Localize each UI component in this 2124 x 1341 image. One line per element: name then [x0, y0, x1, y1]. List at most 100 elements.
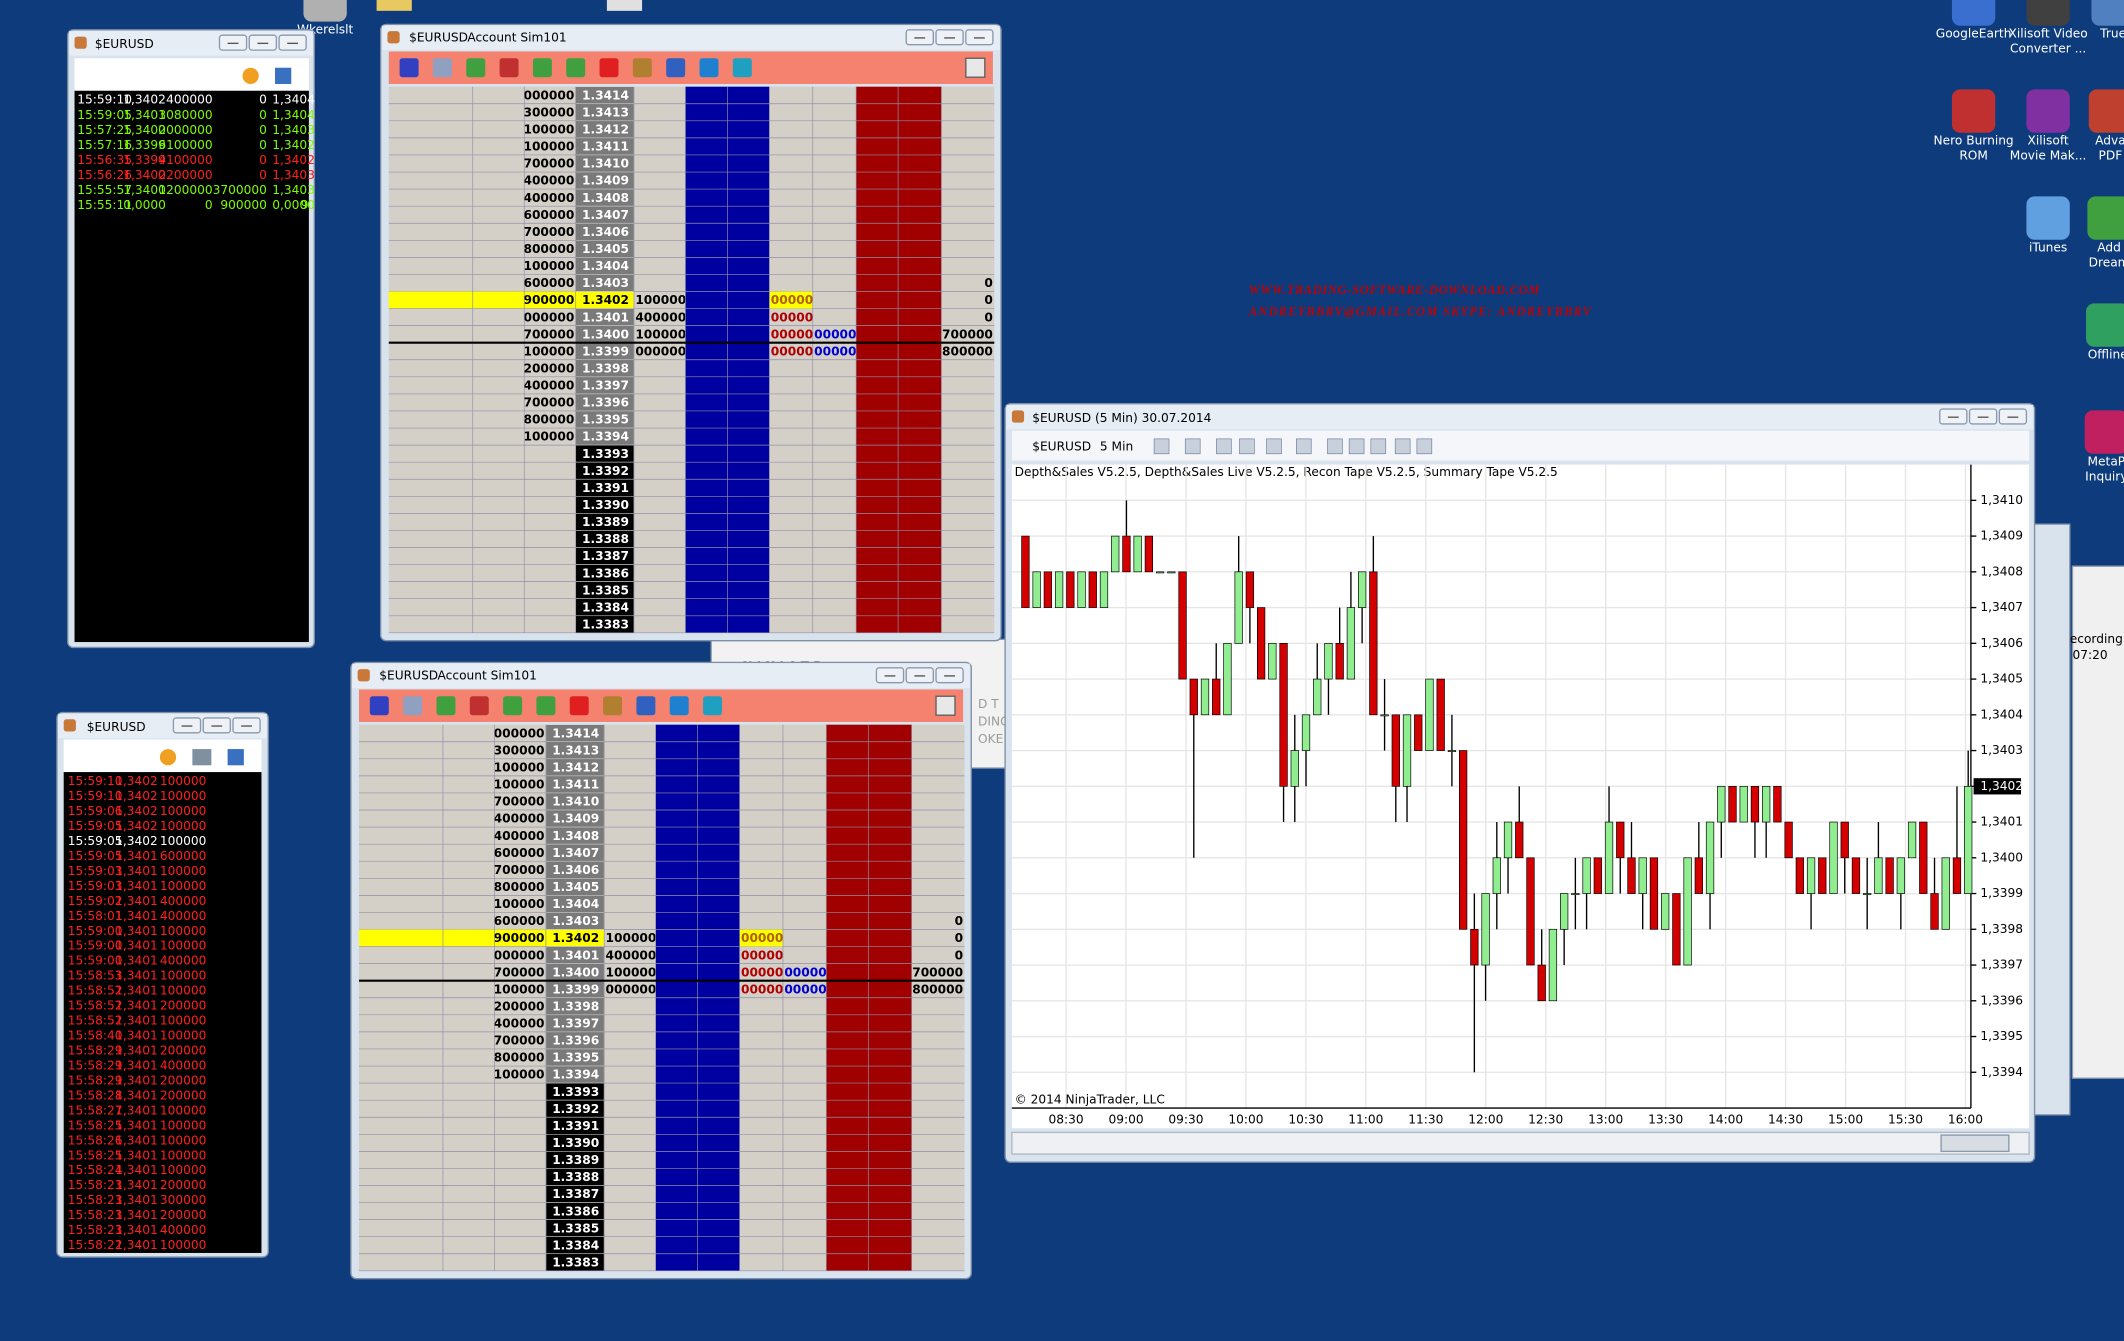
toolbar-button[interactable]: [503, 696, 523, 716]
toolbar-button[interactable]: [469, 696, 489, 716]
window-button[interactable]: [1998, 408, 2028, 425]
desktop-icon[interactable]: GoogleEarth: [1936, 0, 2012, 40]
toolbar-button[interactable]: [965, 57, 986, 78]
candle-body: [1436, 678, 1445, 751]
tape-cell: 1,3401: [115, 969, 158, 983]
toolbar-button[interactable]: [399, 58, 419, 78]
toolbar-button[interactable]: [1153, 438, 1170, 455]
x-tick-label: 13:30: [1648, 1113, 1683, 1127]
toolbar-button[interactable]: [935, 695, 956, 716]
icon-image: [2086, 303, 2124, 347]
candle-body: [1941, 857, 1950, 930]
price-label: 1.3401: [582, 310, 629, 324]
toolbar-button[interactable]: [1370, 438, 1387, 455]
toolbar-button[interactable]: [532, 58, 552, 78]
toolbar-icon[interactable]: [159, 749, 177, 766]
toolbar-button[interactable]: [1327, 438, 1343, 455]
close-button[interactable]: [965, 29, 994, 46]
desktop-icon[interactable]: iTunes: [2026, 196, 2070, 254]
toolbar-button[interactable]: [403, 696, 423, 716]
desktop-icon[interactable]: Offline: [2086, 303, 2124, 361]
scrollbar-thumb[interactable]: [1940, 1134, 2010, 1153]
tape-cell: 15:59:00: [68, 954, 123, 968]
scrollbar[interactable]: [1011, 1131, 2030, 1155]
candle-body: [1054, 571, 1064, 608]
close-button[interactable]: [232, 717, 261, 734]
toolbar-button[interactable]: [466, 58, 486, 78]
toolbar-button[interactable]: [1184, 438, 1201, 455]
order-size: 00000: [771, 344, 813, 358]
minimize-button[interactable]: [905, 29, 934, 46]
toolbar-button[interactable]: [699, 58, 719, 78]
icon-label: MetaP: [2088, 454, 2124, 468]
toolbar-button[interactable]: [603, 696, 623, 716]
window-button[interactable]: [1968, 408, 1998, 425]
toolbar-button[interactable]: [703, 696, 723, 716]
bid-size: 100000: [635, 293, 686, 307]
minimize-button[interactable]: [172, 717, 202, 734]
toolbar-button[interactable]: [1266, 438, 1282, 455]
tape-cell: 100000: [160, 984, 207, 998]
toolbar-button[interactable]: [632, 58, 652, 78]
ask-size: 000000: [494, 948, 545, 962]
tape-cell: 1,3402: [115, 834, 158, 848]
window-button[interactable]: [1939, 408, 1968, 425]
price-label: 1.3396: [582, 396, 629, 410]
maximize-button[interactable]: [905, 667, 934, 684]
close-button[interactable]: [935, 667, 964, 684]
minimize-button[interactable]: [218, 34, 248, 51]
toolbar-button[interactable]: [499, 58, 519, 78]
candle-body: [1369, 571, 1378, 716]
toolbar-button[interactable]: [636, 696, 656, 716]
toolbar-button[interactable]: [1348, 438, 1365, 455]
ask-size: 600000: [523, 208, 574, 222]
toolbar-button[interactable]: [1295, 438, 1312, 455]
toolbar-button[interactable]: [666, 58, 686, 78]
tape-cell: 100000: [160, 1029, 207, 1043]
maximize-button[interactable]: [202, 717, 231, 734]
toolbar-icon[interactable]: [227, 749, 244, 766]
toolbar-button[interactable]: [436, 696, 456, 716]
maximize-button[interactable]: [1968, 408, 1998, 425]
maximize-button[interactable]: [248, 34, 278, 51]
candle-body: [1481, 893, 1490, 966]
toolbar-icon[interactable]: [192, 749, 212, 766]
minimize-button[interactable]: [875, 667, 905, 684]
toolbar-button[interactable]: [732, 58, 752, 78]
desktop-icon[interactable]: True: [2091, 0, 2124, 40]
candle-body: [1425, 678, 1434, 751]
minimize-button[interactable]: [1939, 408, 1968, 425]
close-button[interactable]: [1998, 408, 2028, 425]
toolbar-button[interactable]: [569, 696, 589, 716]
toolbar-button[interactable]: [599, 58, 619, 78]
toolbar-button[interactable]: [1394, 438, 1411, 455]
toolbar-button[interactable]: [432, 58, 452, 78]
toolbar-icon[interactable]: [275, 67, 292, 84]
y-tick-label: 1,3403: [1980, 743, 2023, 757]
desktop-icon[interactable]: Xilisoft VideoConverter ...: [2009, 0, 2088, 55]
window-titlebar: [352, 663, 970, 689]
toolbar-button[interactable]: [1216, 438, 1232, 455]
price-label: 1.3387: [582, 549, 629, 563]
toolbar-button[interactable]: [536, 696, 556, 716]
maximize-button[interactable]: [935, 29, 964, 46]
close-button[interactable]: [278, 34, 307, 51]
candle-body: [1616, 821, 1625, 859]
order-highlight: [739, 929, 783, 947]
price-label: 1.3410: [582, 157, 629, 171]
toolbar-button[interactable]: [566, 58, 586, 78]
candle-body: [1290, 750, 1299, 787]
toolbar-button[interactable]: [1416, 438, 1433, 455]
toolbar-button[interactable]: [369, 696, 389, 716]
candle-body: [1167, 571, 1176, 574]
tape-cell: 1,3401: [115, 864, 158, 878]
toolbar-button[interactable]: [669, 696, 689, 716]
toolbar-button[interactable]: [1239, 438, 1255, 455]
toolbar-icon[interactable]: [242, 67, 259, 84]
icon-image: [2088, 89, 2124, 133]
desktop-icon[interactable]: AddDream: [2087, 196, 2124, 269]
